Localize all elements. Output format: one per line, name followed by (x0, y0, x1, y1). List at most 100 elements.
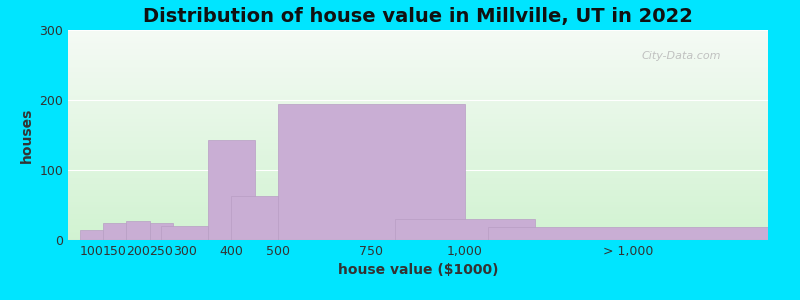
Bar (68, 229, 768, 230)
Bar (231, 196, 325, 240)
Bar (68, 35, 768, 36)
Bar (68, 38, 768, 39)
Bar (68, 215, 768, 216)
Bar (68, 209, 768, 211)
Bar (68, 193, 768, 194)
Bar (68, 140, 768, 141)
Bar (68, 119, 768, 120)
Bar (68, 59, 768, 60)
Bar (162, 226, 208, 240)
Bar (68, 181, 768, 182)
Bar (68, 128, 768, 129)
Bar (68, 36, 768, 38)
Bar (68, 136, 768, 137)
Bar (68, 89, 768, 90)
Bar (68, 129, 768, 130)
Bar (68, 132, 768, 133)
Bar (68, 206, 768, 208)
Bar (68, 114, 768, 115)
Bar (68, 51, 768, 52)
Bar (68, 190, 768, 191)
Bar (68, 77, 768, 78)
Bar (68, 203, 768, 204)
Bar (68, 160, 768, 161)
Bar (68, 32, 768, 33)
Bar (68, 45, 768, 46)
Bar (68, 33, 768, 34)
Bar (68, 130, 768, 131)
Bar (68, 201, 768, 202)
Bar (68, 103, 768, 104)
Bar (68, 106, 768, 108)
Bar (68, 104, 768, 106)
Bar (68, 31, 768, 32)
Bar (68, 175, 768, 176)
Bar (68, 234, 768, 235)
Bar (68, 57, 768, 58)
Bar (68, 232, 768, 233)
Bar (68, 72, 768, 73)
Bar (68, 134, 768, 135)
Bar (68, 75, 768, 76)
Bar (68, 162, 768, 163)
Bar (68, 95, 768, 96)
Bar (68, 171, 768, 172)
Bar (68, 221, 768, 222)
Bar (68, 74, 768, 75)
Bar (68, 135, 768, 136)
Bar (68, 236, 768, 237)
Bar (68, 148, 768, 150)
Bar (68, 53, 768, 54)
Bar (68, 101, 768, 102)
Bar (126, 221, 150, 240)
Bar (68, 199, 768, 200)
Bar (68, 177, 768, 178)
Bar (68, 213, 768, 214)
Bar (68, 216, 768, 217)
Bar (68, 184, 768, 185)
Bar (68, 97, 768, 98)
Bar (68, 152, 768, 153)
Bar (68, 34, 768, 35)
Bar (488, 227, 768, 240)
Bar (68, 161, 768, 162)
Bar (68, 217, 768, 218)
Bar (68, 125, 768, 127)
Bar (68, 235, 768, 236)
Bar (68, 58, 768, 59)
Bar (68, 157, 768, 158)
Bar (68, 30, 768, 31)
Bar (68, 94, 768, 95)
Bar (68, 211, 768, 212)
Bar (68, 155, 768, 156)
Bar (68, 141, 768, 142)
Bar (68, 52, 768, 53)
Bar (68, 153, 768, 154)
Bar (68, 68, 768, 69)
Bar (68, 208, 768, 209)
Bar (68, 82, 768, 83)
Bar (68, 165, 768, 166)
Bar (68, 137, 768, 138)
Bar (68, 192, 768, 193)
Bar (68, 37, 768, 38)
X-axis label: house value ($1000): house value ($1000) (338, 263, 498, 278)
Bar (68, 81, 768, 83)
Bar (68, 227, 768, 229)
Bar (68, 55, 768, 56)
Bar (68, 239, 768, 240)
Bar (68, 225, 768, 226)
Bar (68, 156, 768, 157)
Bar (278, 104, 465, 240)
Bar (68, 183, 768, 184)
Bar (68, 138, 768, 139)
Bar (68, 127, 768, 128)
Bar (68, 173, 768, 174)
Bar (68, 218, 768, 219)
Bar (68, 139, 768, 140)
Bar (68, 116, 768, 117)
Bar (68, 54, 768, 55)
Bar (68, 167, 768, 169)
Bar (208, 140, 254, 240)
Bar (68, 146, 768, 147)
